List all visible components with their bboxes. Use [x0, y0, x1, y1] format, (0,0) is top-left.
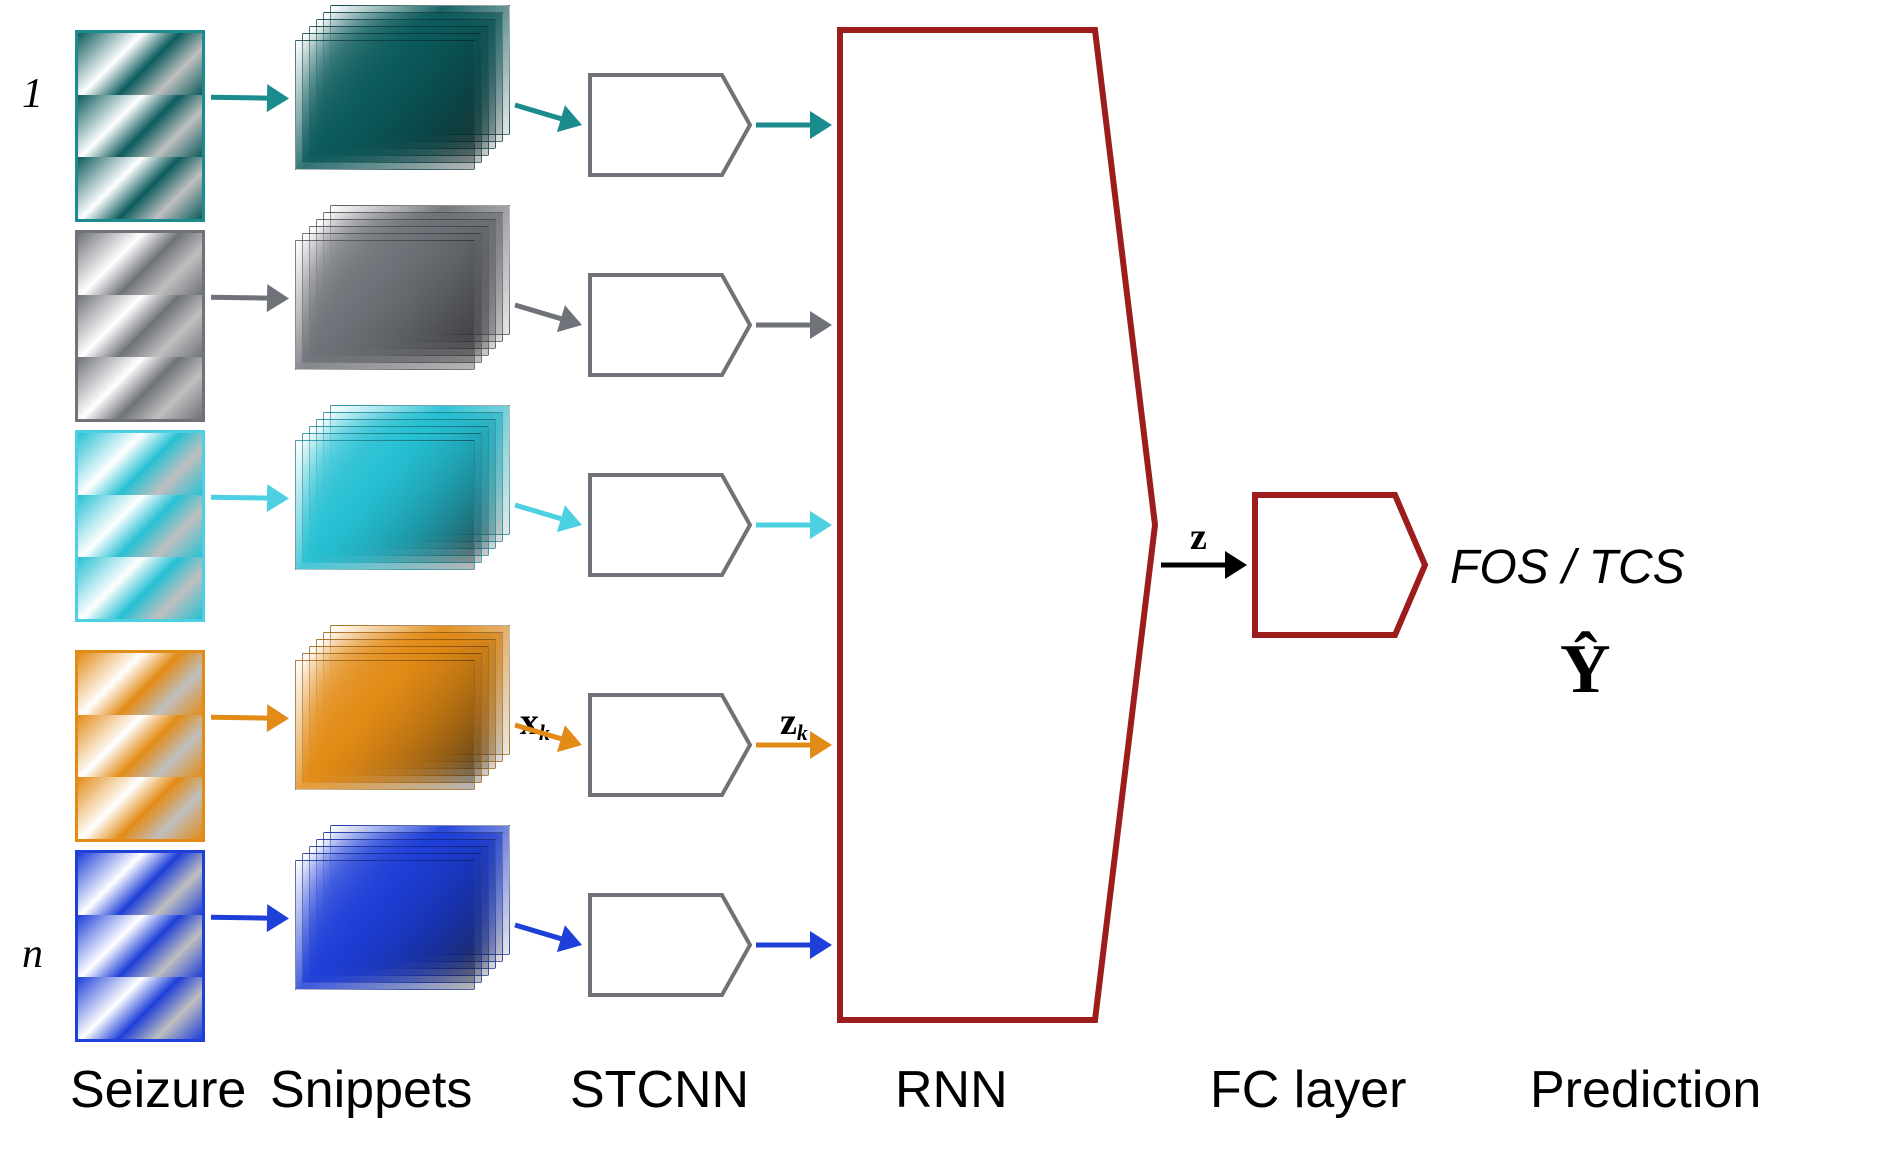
column-label-pred: Prediction	[1530, 1060, 1761, 1120]
seizure-frame	[78, 715, 202, 777]
column-label-seizure: Seizure	[70, 1060, 246, 1120]
stcnn-symbol: 𝓒θx	[608, 93, 666, 155]
seizure-frame	[78, 853, 202, 915]
column-label-rnn: RNN	[895, 1060, 1008, 1120]
zk-var: zk	[780, 700, 808, 746]
column-label-fc: FC layer	[1210, 1060, 1406, 1120]
seizure-frame	[78, 495, 202, 557]
seizure-group-4	[75, 650, 205, 842]
column-label-stcnn: STCNN	[570, 1060, 749, 1120]
seizure-frame	[78, 777, 202, 839]
rnn-symbol: 𝓡θs	[895, 485, 993, 576]
row-index-last: n	[22, 930, 43, 978]
snippet-card	[295, 440, 475, 570]
stcnn-symbol: 𝓒θx	[608, 493, 666, 555]
seizure-group-5	[75, 850, 205, 1042]
seizure-group-3	[75, 430, 205, 622]
stcnn-symbol: 𝓒θx	[608, 913, 666, 975]
snippet-card	[295, 240, 475, 370]
snippet-card	[295, 40, 475, 170]
column-label-snippets: Snippets	[270, 1060, 472, 1120]
seizure-frame	[78, 915, 202, 977]
snippet-stack-5	[295, 860, 515, 1030]
stcnn-symbol: 𝓒θx	[608, 713, 666, 775]
prediction-yhat: Ŷ	[1560, 630, 1611, 710]
seizure-frame	[78, 233, 202, 295]
z-var: z	[1190, 515, 1207, 559]
seizure-group-2	[75, 230, 205, 422]
row-index-first: 1	[22, 70, 43, 118]
snippet-stack-4	[295, 660, 515, 830]
seizure-frame	[78, 33, 202, 95]
seizure-frame	[78, 433, 202, 495]
seizure-frame	[78, 557, 202, 619]
fc-symbol: 𝓕θz,s	[1267, 525, 1340, 591]
snippet-stack-2	[295, 240, 515, 410]
seizure-group-1	[75, 30, 205, 222]
xk-var: xk	[520, 700, 550, 746]
prediction-classes: FOS / TCS	[1450, 540, 1685, 595]
stcnn-symbol: 𝓒θx	[608, 293, 666, 355]
snippet-card	[295, 860, 475, 990]
seizure-frame	[78, 95, 202, 157]
seizure-frame	[78, 157, 202, 219]
seizure-frame	[78, 295, 202, 357]
seizure-frame	[78, 653, 202, 715]
snippet-stack-3	[295, 440, 515, 610]
seizure-frame	[78, 357, 202, 419]
snippet-stack-1	[295, 40, 515, 210]
snippet-card	[295, 660, 475, 790]
seizure-frame	[78, 977, 202, 1039]
